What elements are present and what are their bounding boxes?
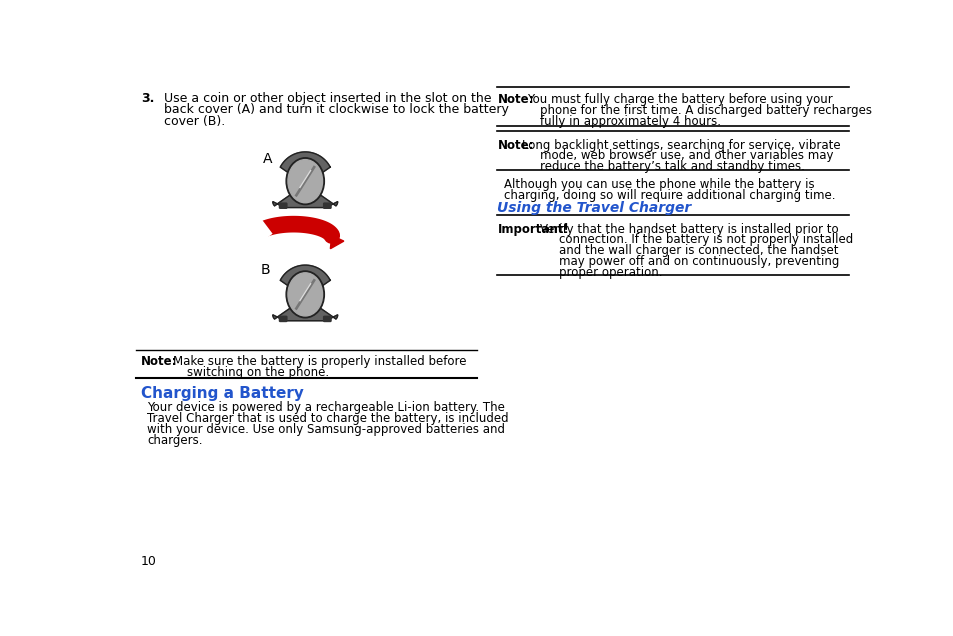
Text: reduce the battery’s talk and standby times.: reduce the battery’s talk and standby ti… (539, 160, 804, 173)
FancyBboxPatch shape (279, 203, 287, 209)
Text: 3.: 3. (141, 92, 154, 105)
FancyBboxPatch shape (323, 203, 331, 209)
Text: fully in approximately 4 hours.: fully in approximately 4 hours. (539, 115, 720, 128)
Text: cover (B).: cover (B). (164, 115, 225, 128)
Text: switching on the phone.: switching on the phone. (187, 366, 329, 379)
Ellipse shape (286, 158, 324, 205)
Text: 10: 10 (141, 555, 156, 568)
Text: and the wall charger is connected, the handset: and the wall charger is connected, the h… (558, 244, 838, 257)
Text: Travel Charger that is used to charge the battery, is included: Travel Charger that is used to charge th… (147, 412, 508, 425)
Text: mode, web browser use, and other variables may: mode, web browser use, and other variabl… (539, 149, 833, 162)
Text: Long backlight settings, searching for service, vibrate: Long backlight settings, searching for s… (521, 139, 840, 152)
Text: Although you can use the phone while the battery is: Although you can use the phone while the… (503, 178, 814, 191)
Ellipse shape (288, 160, 322, 203)
Text: proper operation.: proper operation. (558, 266, 662, 279)
Text: chargers.: chargers. (147, 434, 202, 446)
Text: may power off and on continuously, preventing: may power off and on continuously, preve… (558, 255, 839, 268)
FancyBboxPatch shape (323, 316, 331, 321)
Ellipse shape (286, 271, 324, 318)
Text: Using the Travel Charger: Using the Travel Charger (497, 201, 691, 215)
Ellipse shape (288, 273, 322, 316)
Polygon shape (330, 235, 343, 249)
FancyBboxPatch shape (279, 316, 287, 321)
Text: Charging a Battery: Charging a Battery (141, 386, 303, 401)
Text: You must fully charge the battery before using your: You must fully charge the battery before… (526, 93, 832, 106)
Text: Make sure the battery is properly installed before: Make sure the battery is properly instal… (173, 355, 467, 368)
Text: Note:: Note: (141, 355, 177, 368)
Text: connection. If the battery is not properly installed: connection. If the battery is not proper… (558, 233, 853, 246)
Text: Note:: Note: (497, 93, 534, 106)
Text: with your device. Use only Samsung-approved batteries and: with your device. Use only Samsung-appro… (147, 423, 505, 436)
Polygon shape (273, 152, 337, 207)
Text: A: A (262, 152, 272, 166)
Text: Important!: Important! (497, 223, 569, 235)
Text: Note:: Note: (497, 139, 534, 152)
Text: Verify that the handset battery is installed prior to: Verify that the handset battery is insta… (539, 223, 838, 235)
Text: back cover (A) and turn it clockwise to lock the battery: back cover (A) and turn it clockwise to … (164, 103, 509, 116)
Text: phone for the first time. A discharged battery recharges: phone for the first time. A discharged b… (539, 104, 871, 117)
Text: charging, doing so will require additional charging time.: charging, doing so will require addition… (503, 189, 834, 202)
Text: B: B (261, 263, 271, 277)
Text: Use a coin or other object inserted in the slot on the: Use a coin or other object inserted in t… (164, 92, 491, 105)
Text: Your device is powered by a rechargeable Li-ion battery. The: Your device is powered by a rechargeable… (147, 401, 504, 414)
Polygon shape (273, 265, 337, 321)
